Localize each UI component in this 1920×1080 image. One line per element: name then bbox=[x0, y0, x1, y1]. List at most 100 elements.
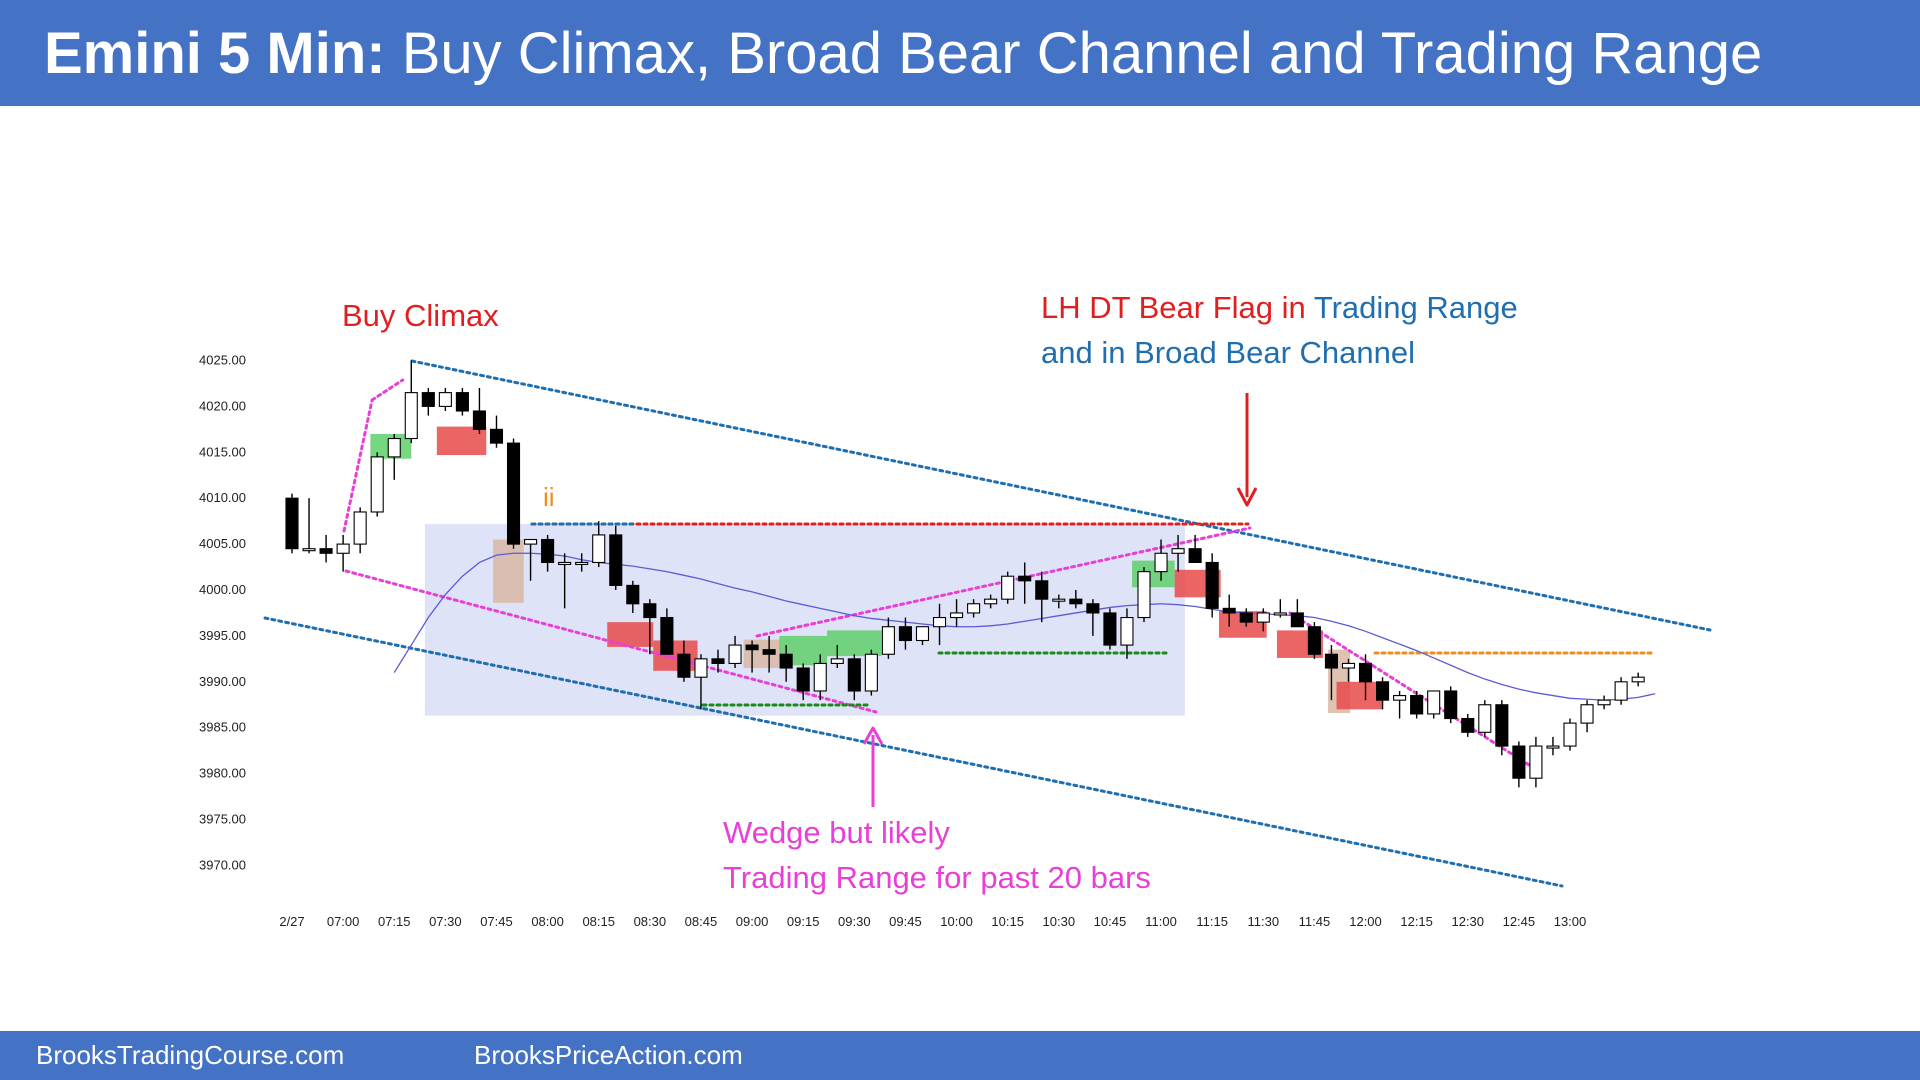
y-tick-label: 3985.00 bbox=[199, 720, 246, 735]
bull-candle bbox=[1427, 690, 1441, 715]
bear-candle bbox=[1086, 603, 1100, 614]
x-tick-label: 12:30 bbox=[1451, 914, 1484, 929]
bear-candle bbox=[1290, 612, 1304, 628]
x-tick-label: 12:00 bbox=[1349, 914, 1382, 929]
chart-annotations: Buy Climax ii LH DT Bear Flag in Trading R… bbox=[342, 290, 1518, 895]
bear-candle bbox=[1495, 704, 1509, 747]
bull-candle bbox=[404, 392, 418, 440]
bull-candle bbox=[302, 548, 316, 552]
x-tick-label: 09:45 bbox=[889, 914, 922, 929]
bear-candle bbox=[489, 428, 504, 444]
bear-candle bbox=[1018, 575, 1032, 582]
bear-candle bbox=[1205, 561, 1219, 609]
candlestick-series bbox=[285, 360, 1645, 788]
red-highlight-box bbox=[436, 426, 487, 456]
bear-candle bbox=[660, 616, 674, 655]
bear-candle bbox=[643, 603, 657, 619]
bull-candle bbox=[575, 561, 589, 566]
x-tick-label: 09:00 bbox=[736, 914, 769, 929]
green-highlight-box bbox=[827, 630, 882, 657]
y-tick-label: 3990.00 bbox=[199, 674, 246, 689]
bull-candle bbox=[1137, 571, 1151, 619]
bear-flag-arrowhead bbox=[1236, 487, 1258, 507]
bear-candle bbox=[1035, 580, 1049, 600]
bear-candle bbox=[677, 653, 691, 678]
x-tick-label: 08:30 bbox=[634, 914, 667, 929]
bull-candle bbox=[1154, 552, 1168, 573]
trading-range-label: Trading Range for past 20 bars bbox=[723, 860, 1151, 895]
bear-candle bbox=[319, 548, 333, 554]
wedge-lower-line bbox=[344, 569, 878, 714]
x-tick-label: 10:15 bbox=[991, 914, 1024, 929]
x-tick-label: 12:15 bbox=[1400, 914, 1433, 929]
bear-candle bbox=[626, 584, 640, 605]
bull-candle bbox=[932, 616, 947, 628]
bull-candle bbox=[694, 658, 708, 678]
x-tick-label: 09:15 bbox=[787, 914, 820, 929]
bull-candle bbox=[524, 538, 538, 545]
buy-climax-label: Buy Climax bbox=[342, 298, 499, 333]
bull-candle bbox=[728, 644, 742, 664]
bear-candle bbox=[541, 538, 555, 564]
x-tick-label: 09:30 bbox=[838, 914, 871, 929]
title-bar: Emini 5 Min: Buy Climax, Broad Bear Chan… bbox=[0, 0, 1920, 106]
page-title: Emini 5 Min: Buy Climax, Broad Bear Chan… bbox=[44, 20, 1762, 87]
bear-candle bbox=[1461, 717, 1475, 733]
x-tick-label: 08:45 bbox=[685, 914, 718, 929]
bull-candle bbox=[1341, 662, 1356, 669]
red-highlight-box bbox=[1336, 681, 1383, 710]
bull-candle bbox=[1563, 722, 1577, 747]
bull-candle bbox=[864, 653, 878, 692]
y-tick-label: 3975.00 bbox=[199, 812, 246, 827]
bull-candle bbox=[1052, 598, 1066, 602]
x-tick-label: 10:45 bbox=[1094, 914, 1127, 929]
footer-link-priceaction[interactable]: BrooksPriceAction.com bbox=[474, 1040, 743, 1070]
bear-candle bbox=[1376, 681, 1390, 701]
x-tick-label: 12:45 bbox=[1503, 914, 1536, 929]
bear-candle bbox=[847, 658, 861, 692]
x-tick-label: 07:45 bbox=[480, 914, 513, 929]
y-tick-label: 4015.00 bbox=[199, 444, 246, 459]
y-tick-label: 4005.00 bbox=[199, 536, 246, 551]
bull-candle bbox=[1614, 681, 1628, 701]
bull-candle bbox=[438, 392, 452, 407]
lh-dt-red-part: LH DT Bear Flag in bbox=[1041, 290, 1314, 325]
bull-candle bbox=[592, 534, 606, 564]
broad-bear-channel-label: and in Broad Bear Channel bbox=[1041, 335, 1415, 370]
wedge-climax-line bbox=[342, 398, 374, 533]
y-tick-label: 4025.00 bbox=[199, 353, 246, 368]
title-description: Buy Climax, Broad Bear Channel and Tradi… bbox=[401, 21, 1763, 86]
bear-candle bbox=[1069, 598, 1083, 605]
y-tick-label: 4000.00 bbox=[199, 582, 246, 597]
x-tick-label: 10:30 bbox=[1043, 914, 1076, 929]
footer-bar bbox=[0, 1031, 1920, 1080]
title-symbol: Emini 5 Min: bbox=[44, 21, 386, 86]
y-tick-label: 3995.00 bbox=[199, 628, 246, 643]
bear-candle bbox=[455, 392, 469, 412]
bear-candle bbox=[711, 658, 725, 664]
bull-candle bbox=[1580, 704, 1594, 724]
bull-candle bbox=[967, 603, 981, 614]
ii-label: ii bbox=[543, 482, 555, 512]
x-tick-label: 11:00 bbox=[1145, 914, 1177, 929]
x-tick-label: 10:00 bbox=[940, 914, 973, 929]
bear-candle bbox=[796, 667, 810, 692]
bear-candle bbox=[1512, 745, 1526, 779]
bear-candle bbox=[421, 392, 435, 407]
x-tick-label: 07:30 bbox=[429, 914, 462, 929]
bear-candle bbox=[898, 626, 912, 642]
bull-candle bbox=[950, 612, 964, 619]
footer-link-course[interactable]: BrooksTradingCourse.com bbox=[36, 1040, 345, 1070]
lh-dt-bear-flag-label: LH DT Bear Flag in Trading Range bbox=[1041, 290, 1518, 325]
bull-candle bbox=[1256, 612, 1270, 623]
bear-candle bbox=[1324, 653, 1338, 669]
bear-candle bbox=[506, 442, 521, 545]
bull-candle bbox=[1273, 612, 1287, 616]
lh-dt-blue-part: Trading Range bbox=[1314, 290, 1518, 325]
bull-candle bbox=[1120, 616, 1134, 646]
bull-candle bbox=[1478, 704, 1492, 733]
y-tick-label: 3980.00 bbox=[199, 766, 246, 781]
wedge-climax-top-line bbox=[370, 378, 405, 402]
x-tick-label: 11:15 bbox=[1196, 914, 1228, 929]
channel-upper-line bbox=[410, 359, 1712, 632]
